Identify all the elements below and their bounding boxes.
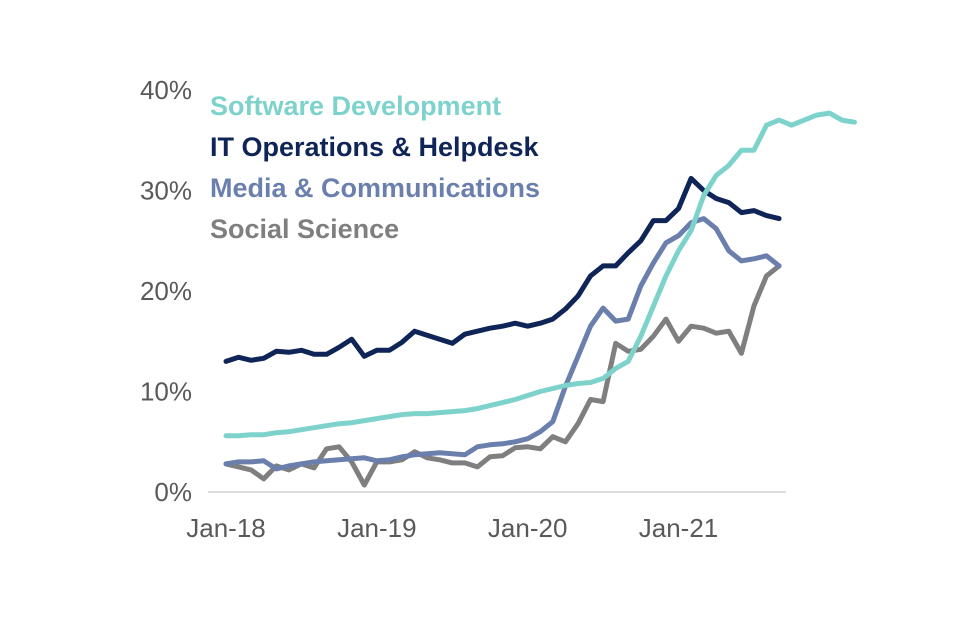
- series-line-it-operations-helpdesk: [223, 175, 782, 364]
- x-tick-label: Jan-19: [337, 513, 417, 543]
- x-tick-label: Jan-20: [488, 513, 568, 543]
- x-tick-label: Jan-21: [639, 513, 719, 543]
- y-axis: 0% 10% 20% 30% 40%: [140, 75, 192, 507]
- series-line-media-communications: [223, 216, 782, 472]
- y-tick-label: 20%: [140, 276, 192, 306]
- x-axis: Jan-18 Jan-19 Jan-20 Jan-21: [186, 513, 718, 543]
- plot-area: [223, 110, 857, 488]
- y-tick-label: 40%: [140, 75, 192, 105]
- series-line-social-science: [223, 263, 782, 488]
- legend-entry: Software Development: [210, 91, 501, 121]
- x-tick-label: Jan-18: [186, 513, 266, 543]
- y-tick-label: 30%: [140, 176, 192, 206]
- legend-entry: Social Science: [210, 214, 399, 244]
- y-tick-label: 0%: [154, 477, 192, 507]
- series-line-software-development: [223, 110, 857, 439]
- legend: Software Development IT Operations & Help…: [210, 91, 540, 244]
- y-tick-label: 10%: [140, 377, 192, 407]
- legend-entry: Media & Communications: [210, 173, 540, 203]
- legend-entry: IT Operations & Helpdesk: [210, 132, 540, 162]
